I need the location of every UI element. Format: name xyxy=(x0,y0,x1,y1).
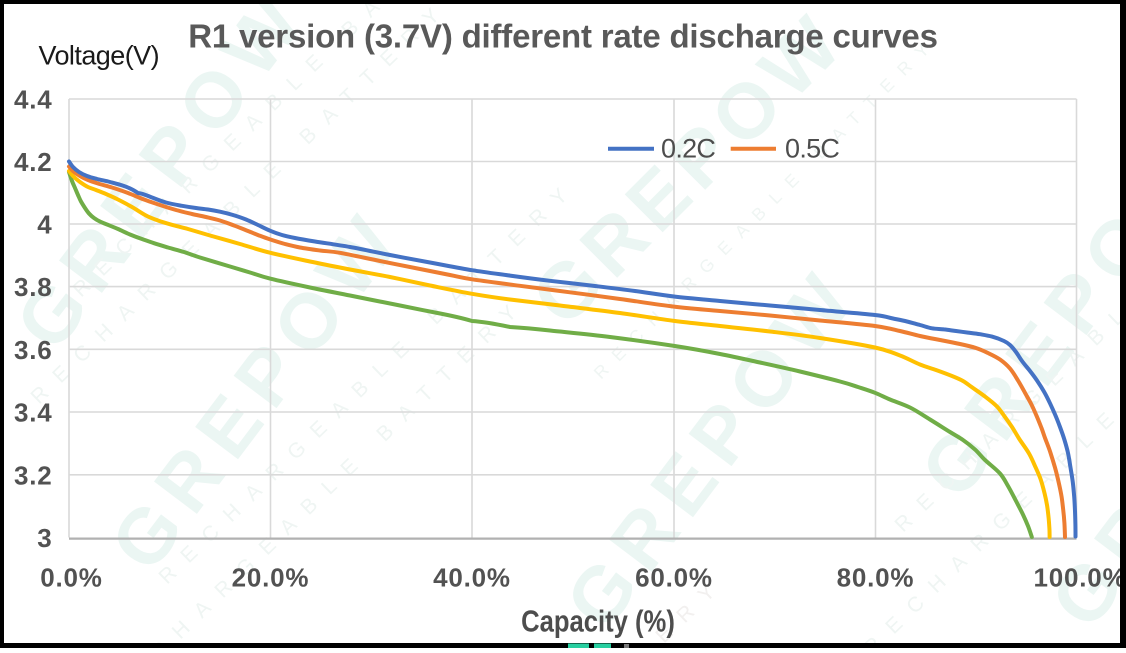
svg-text:60.0%: 60.0% xyxy=(635,563,713,593)
svg-text:R1 version (3.7V) different ra: R1 version (3.7V) different rate dischar… xyxy=(188,18,938,55)
svg-text:80.0%: 80.0% xyxy=(837,563,915,593)
svg-text:0.2C: 0.2C xyxy=(661,134,715,164)
svg-text:4: 4 xyxy=(37,210,52,240)
svg-text:4.4: 4.4 xyxy=(14,85,53,115)
svg-text:3: 3 xyxy=(37,523,52,553)
svg-text:100.0%: 100.0% xyxy=(1034,563,1126,593)
svg-text:3.4: 3.4 xyxy=(14,398,53,428)
svg-text:Capacity (%): Capacity (%) xyxy=(521,604,675,638)
svg-text:40.0%: 40.0% xyxy=(433,563,511,593)
svg-text:20.0%: 20.0% xyxy=(232,563,310,593)
svg-text:Voltage(V): Voltage(V) xyxy=(39,41,160,71)
svg-text:0.5C: 0.5C xyxy=(785,134,839,164)
svg-text:4.2: 4.2 xyxy=(14,147,53,177)
svg-text:0.0%: 0.0% xyxy=(40,563,102,593)
svg-text:3.6: 3.6 xyxy=(14,335,53,365)
svg-text:3.8: 3.8 xyxy=(14,272,53,302)
svg-text:3.2: 3.2 xyxy=(14,460,53,490)
